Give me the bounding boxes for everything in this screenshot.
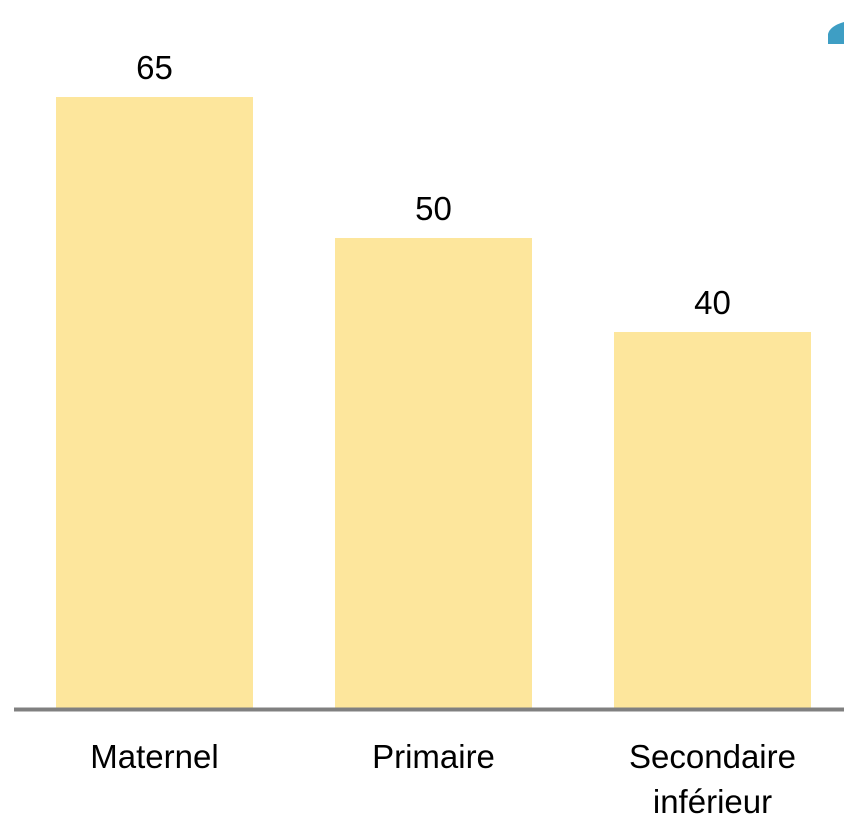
category-label-2: Primaire	[372, 738, 495, 775]
category-label-1: Maternel	[90, 738, 218, 775]
value-labels-layer: 65 50 40	[136, 49, 731, 321]
bar-3	[614, 332, 811, 708]
value-label-3: 40	[694, 284, 731, 321]
bar-2	[335, 238, 532, 708]
category-label-3-line-1: Secondaire	[629, 738, 796, 775]
value-label-2: 50	[415, 190, 452, 227]
value-label-1: 65	[136, 49, 173, 86]
bars-layer	[56, 97, 811, 708]
corner-decoration-shape	[828, 22, 844, 44]
category-labels-layer: Maternel Primaire Secondaire inférieur	[90, 738, 796, 820]
bar-1	[56, 97, 253, 708]
category-label-3-line-2: inférieur	[653, 783, 772, 820]
